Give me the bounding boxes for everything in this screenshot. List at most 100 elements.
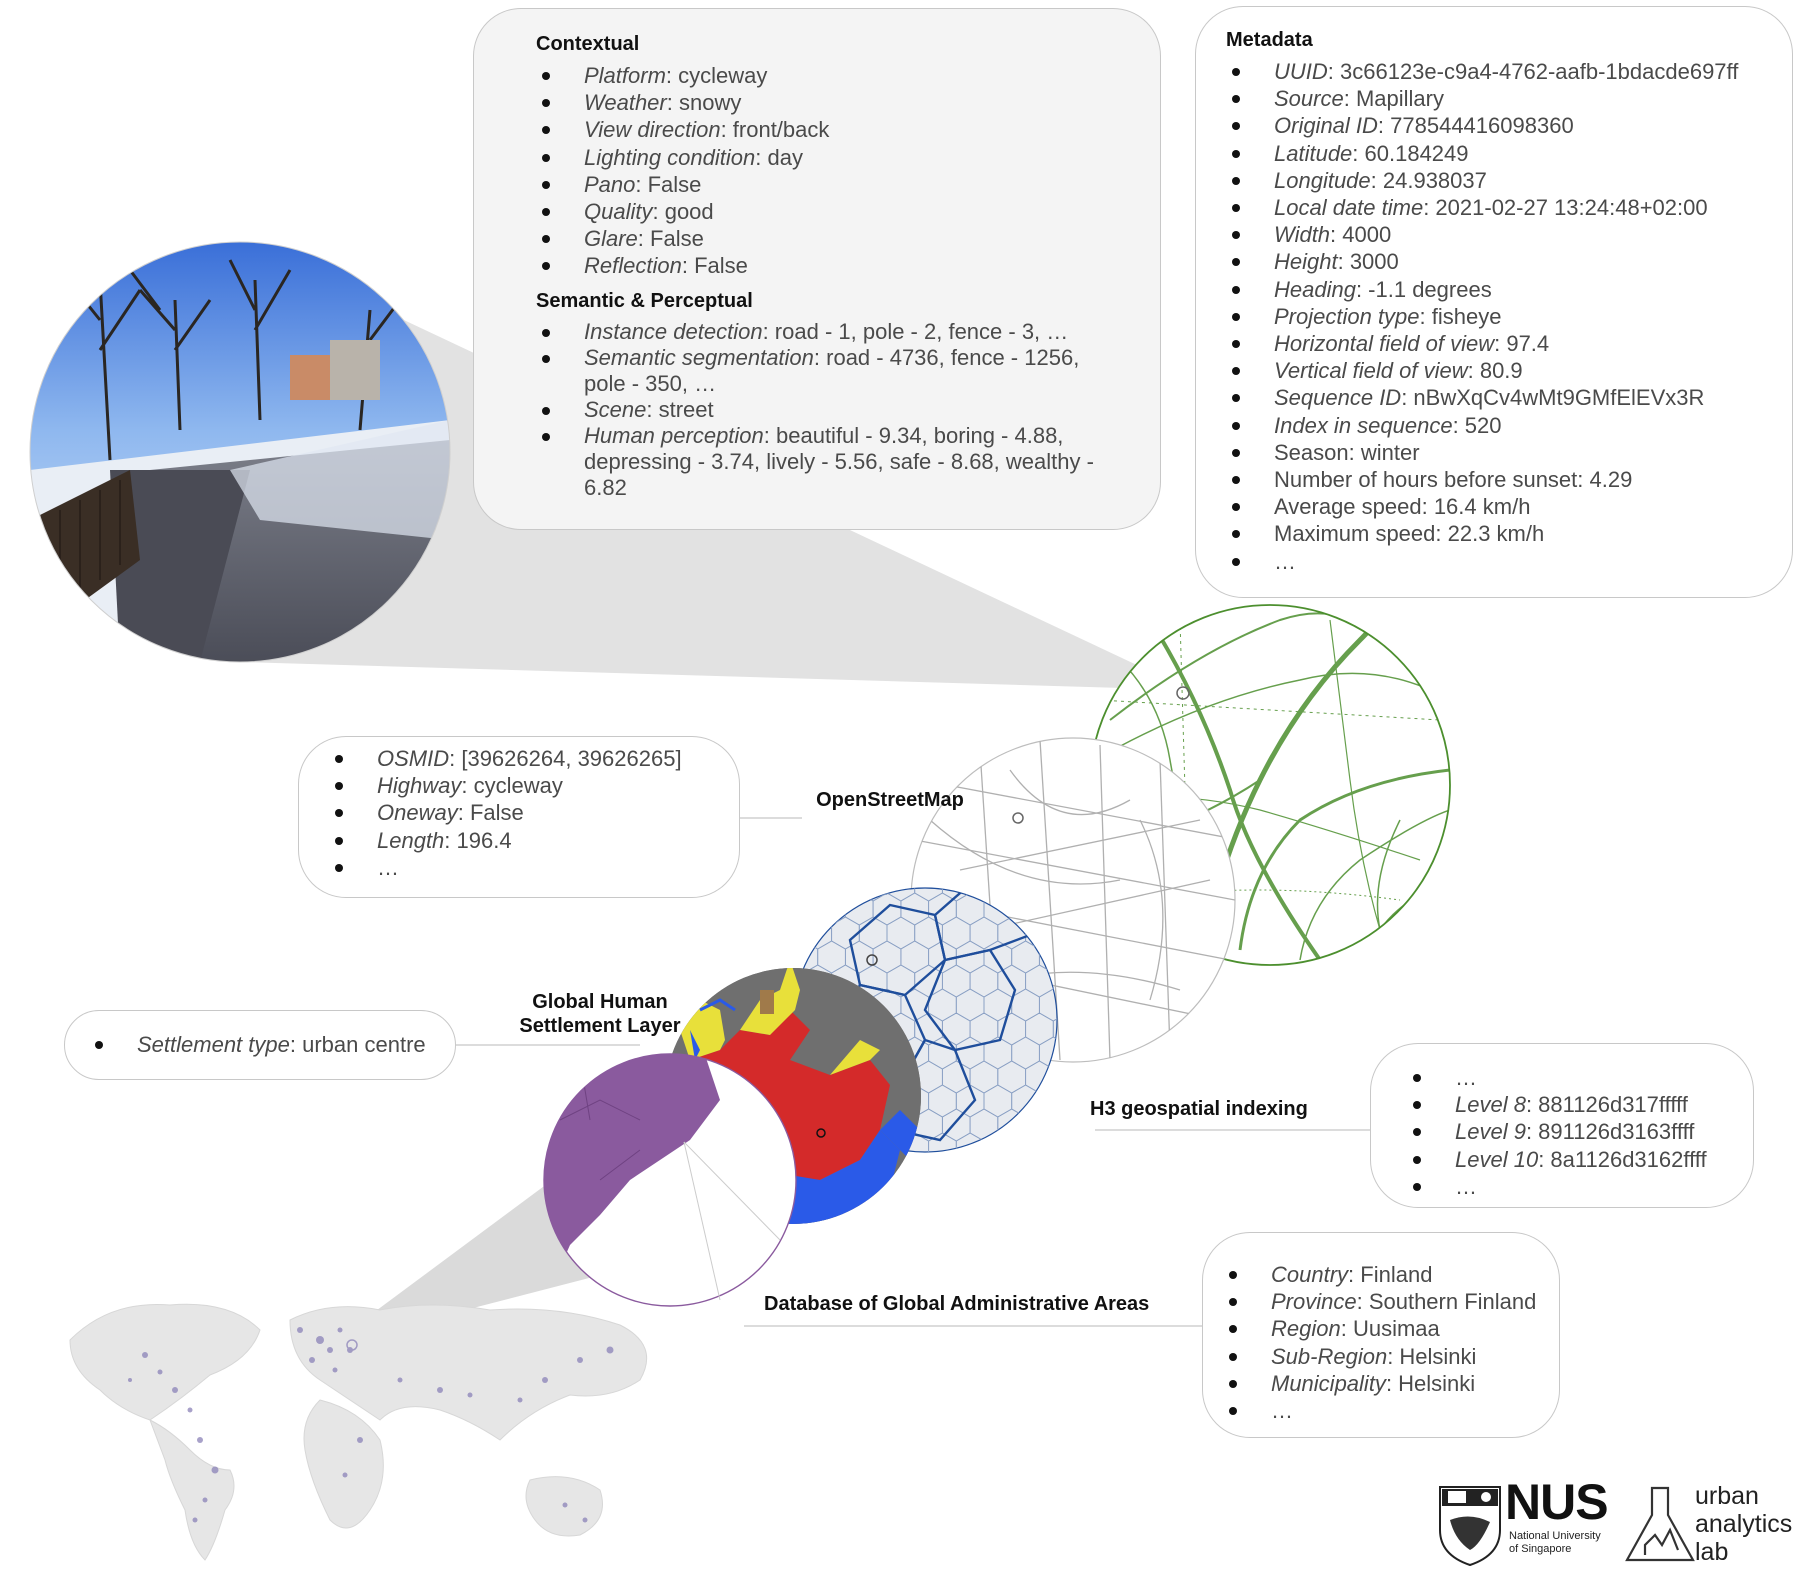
world-points bbox=[128, 1327, 614, 1523]
list-item: Longitude: 24.938037 bbox=[1226, 167, 1772, 194]
list-item: Reflection: False bbox=[536, 252, 1104, 279]
nus-name-line1: National University bbox=[1509, 1530, 1601, 1542]
nus-logo bbox=[1439, 1486, 1501, 1567]
list-item: Original ID: 778544416098360 bbox=[1226, 112, 1772, 139]
list-item: Level 9: 891126d3163ffff bbox=[1407, 1118, 1733, 1145]
list-item: Local date time: 2021-02-27 13:24:48+02:… bbox=[1226, 194, 1772, 221]
hex-cell bbox=[970, 1157, 998, 1189]
list-item: Source: Mapillary bbox=[1226, 85, 1772, 112]
hex-cell bbox=[1053, 1157, 1081, 1189]
semantic-list: Instance detection: road - 1, pole - 2, … bbox=[536, 319, 1104, 501]
osm-label: OpenStreetMap bbox=[816, 789, 964, 811]
list-item: Level 8: 881126d317fffff bbox=[1407, 1091, 1733, 1118]
list-item: Average speed: 16.4 km/h bbox=[1226, 493, 1772, 520]
list-item: Sequence ID: nBwXqCv4wMt9GMfElEVx3R bbox=[1226, 384, 1772, 411]
hex-cell bbox=[793, 892, 819, 926]
metadata-title: Metadata bbox=[1226, 29, 1313, 51]
list-item: Province: Southern Finland bbox=[1223, 1288, 1539, 1315]
h3-panel: … Level 8: 881126d317fffff Level 9: 8911… bbox=[1370, 1043, 1754, 1208]
list-item: Latitude: 60.184249 bbox=[1226, 140, 1772, 167]
list-item: Season: winter bbox=[1226, 439, 1772, 466]
list-item: Vertical field of view: 80.9 bbox=[1226, 357, 1772, 384]
contextual-title: Contextual bbox=[536, 33, 640, 55]
hex-cell bbox=[1081, 1061, 1109, 1093]
ghsl-panel: Settlement type: urban centre bbox=[64, 1010, 456, 1080]
hex-cell bbox=[942, 1157, 970, 1189]
hex-cell bbox=[1038, 1084, 1057, 1118]
list-item: Heading: -1.1 degrees bbox=[1226, 276, 1772, 303]
list-item: … bbox=[1226, 548, 1772, 575]
list-item: Oneway: False bbox=[329, 799, 719, 826]
street-view-photo bbox=[30, 242, 450, 662]
list-item: Pano: False bbox=[536, 171, 1104, 198]
list-item: Highway: cycleway bbox=[329, 772, 719, 799]
list-item: Semantic segmentation: road - 4736, fenc… bbox=[536, 345, 1104, 397]
list-item: Settlement type: urban centre bbox=[89, 1031, 435, 1058]
hex-cell bbox=[1081, 1157, 1109, 1189]
hex-cell bbox=[831, 888, 860, 902]
list-item: Width: 4000 bbox=[1226, 221, 1772, 248]
list-item: Human perception: beautiful - 9.34, bori… bbox=[536, 423, 1104, 501]
list-item: UUID: 3c66123e-c9a4-4762-aafb-1bdacde697… bbox=[1226, 58, 1772, 85]
nus-wordmark: NUS bbox=[1505, 1474, 1609, 1530]
hex-cell bbox=[1012, 1181, 1040, 1213]
ghsl-list: Settlement type: urban centre bbox=[89, 1031, 435, 1058]
hex-cell bbox=[901, 1181, 929, 1213]
hex-cell bbox=[1067, 1133, 1095, 1165]
hex-cell bbox=[1052, 1060, 1057, 1094]
hex-cell bbox=[1095, 1181, 1123, 1213]
list-item: Maximum speed: 22.3 km/h bbox=[1226, 520, 1772, 547]
ual-text-line2: analytics bbox=[1695, 1510, 1793, 1538]
gadm-panel: Country: Finland Province: Southern Finl… bbox=[1202, 1232, 1560, 1438]
hex-cell bbox=[915, 1157, 943, 1189]
hex-cell bbox=[956, 1181, 984, 1213]
hex-cell bbox=[955, 1132, 985, 1152]
osm-panel: OSMID: [39626264, 39626265] Highway: cyc… bbox=[298, 736, 740, 898]
list-item: Index in sequence: 520 bbox=[1226, 412, 1772, 439]
hex-cell bbox=[1011, 1132, 1040, 1152]
list-item: Height: 3000 bbox=[1226, 248, 1772, 275]
ghsl-label-line2: Settlement Layer bbox=[519, 1015, 681, 1037]
hex-cell bbox=[983, 1132, 1013, 1152]
metadata-list: UUID: 3c66123e-c9a4-4762-aafb-1bdacde697… bbox=[1226, 58, 1772, 575]
nus-name-line2: of Singapore bbox=[1509, 1543, 1572, 1555]
list-item: Instance detection: road - 1, pole - 2, … bbox=[536, 319, 1104, 345]
hex-cell bbox=[793, 916, 805, 950]
list-item: Scene: street bbox=[536, 397, 1104, 423]
list-item: OSMID: [39626264, 39626265] bbox=[329, 745, 719, 772]
ghsl-label-line1: Global Human bbox=[532, 991, 668, 1013]
osm-list: OSMID: [39626264, 39626265] Highway: cyc… bbox=[329, 745, 719, 881]
hex-cell bbox=[1067, 1181, 1095, 1213]
list-item: Country: Finland bbox=[1223, 1261, 1539, 1288]
hex-cell bbox=[984, 1181, 1012, 1213]
list-item: Projection type: fisheye bbox=[1226, 303, 1772, 330]
hex-cell bbox=[1026, 1157, 1054, 1189]
hex-cell bbox=[1052, 1108, 1057, 1142]
list-item: Region: Uusimaa bbox=[1223, 1315, 1539, 1342]
ual-flask-icon bbox=[1625, 1486, 1695, 1562]
hex-cell bbox=[1095, 1133, 1123, 1165]
list-item: Platform: cycleway bbox=[536, 62, 1104, 89]
hex-cell bbox=[803, 888, 833, 902]
list-item: Quality: good bbox=[536, 198, 1104, 225]
ghsl-label: Global Human Settlement Layer bbox=[506, 990, 694, 1038]
list-item: Glare: False bbox=[536, 225, 1104, 252]
list-item: … bbox=[1407, 1173, 1733, 1200]
ual-text-line1: urban bbox=[1695, 1482, 1759, 1510]
gadm-list: Country: Finland Province: Southern Finl… bbox=[1223, 1261, 1539, 1424]
hex-cell bbox=[1038, 1132, 1057, 1152]
ual-text-line3: lab bbox=[1695, 1538, 1729, 1566]
hex-cell bbox=[928, 1132, 957, 1152]
list-item: Lighting condition: day bbox=[536, 144, 1104, 171]
h3-label: H3 geospatial indexing bbox=[1090, 1098, 1308, 1120]
contextual-list: Platform: cycleway Weather: snowy View d… bbox=[536, 62, 1104, 280]
list-item: Horizontal field of view: 97.4 bbox=[1226, 330, 1772, 357]
semantic-title: Semantic & Perceptual bbox=[536, 289, 753, 312]
hex-cell bbox=[1039, 1181, 1067, 1213]
gadm-layer bbox=[543, 1053, 797, 1307]
list-item: Level 10: 8a1126d3162ffff bbox=[1407, 1146, 1733, 1173]
metadata-panel: Metadata UUID: 3c66123e-c9a4-4762-aafb-1… bbox=[1195, 6, 1793, 598]
list-item: … bbox=[1407, 1064, 1733, 1091]
list-item: Sub-Region: Helsinki bbox=[1223, 1343, 1539, 1370]
contextual-semantic-panel: Contextual Platform: cycleway Weather: s… bbox=[473, 8, 1161, 530]
